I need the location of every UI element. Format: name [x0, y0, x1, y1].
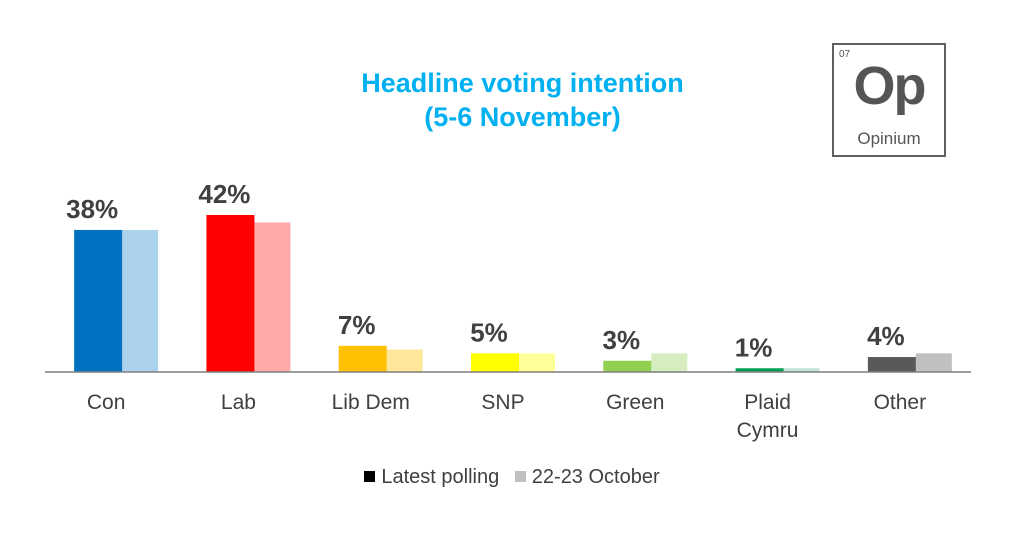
data-label-6: 4% [867, 321, 905, 351]
category-label-3: SNP [481, 391, 524, 414]
bar-previous-6 [915, 353, 952, 372]
bar-previous-4 [651, 353, 688, 372]
logo-symbol: Op [853, 56, 927, 116]
opinium-logo: 07 Op Opinium [832, 43, 946, 157]
bar-latest-2 [338, 345, 387, 372]
bar-previous-3 [519, 353, 555, 372]
chart-subtitle: (5-6 November) [424, 102, 621, 132]
bar-previous-2 [386, 349, 423, 372]
category-label-4: Green [606, 391, 664, 414]
bar-latest-0 [74, 229, 123, 372]
data-label-3: 5% [470, 317, 508, 347]
category-label-1: Lab [221, 391, 256, 414]
bar-previous-0 [122, 229, 159, 372]
bar-previous-1 [254, 222, 291, 372]
bar-latest-6 [867, 357, 916, 372]
category-label-2: Lib Dem [332, 391, 410, 414]
legend-item-previous: 22-23 October [514, 466, 660, 489]
data-label-1: 42% [198, 179, 250, 209]
category-label-0: Con [87, 391, 126, 414]
legend-label-latest: Latest polling [381, 466, 500, 488]
bar-previous-5 [783, 368, 820, 372]
category-label-6: Other [874, 391, 927, 414]
data-label-0: 38% [66, 194, 118, 224]
legend-item-latest: Latest polling [364, 466, 499, 489]
bar-latest-3 [471, 353, 519, 372]
category-label-5-1: Cymru [737, 419, 799, 442]
chart-legend: Latest polling 22-23 October [0, 466, 1024, 489]
legend-swatch-latest [364, 471, 376, 482]
data-label-4: 3% [602, 325, 640, 355]
legend-label-previous: 22-23 October [531, 466, 660, 488]
logo-name: Opinium [857, 129, 921, 148]
data-label-2: 7% [338, 310, 376, 340]
data-label-5: 1% [735, 332, 773, 362]
logo-number: 07 [839, 49, 851, 60]
bar-chart: 38% Con 42% Lab 7% Lib Dem 5% SNP 3% Green 1% Plaid… [45, 179, 971, 442]
bar-latest-1 [206, 215, 255, 372]
bar-latest-4 [603, 360, 652, 372]
chart-title: Headline voting intention [361, 68, 684, 98]
category-label-5-0: Plaid [744, 391, 791, 414]
legend-swatch-previous [514, 471, 526, 482]
bar-latest-5 [735, 368, 784, 372]
